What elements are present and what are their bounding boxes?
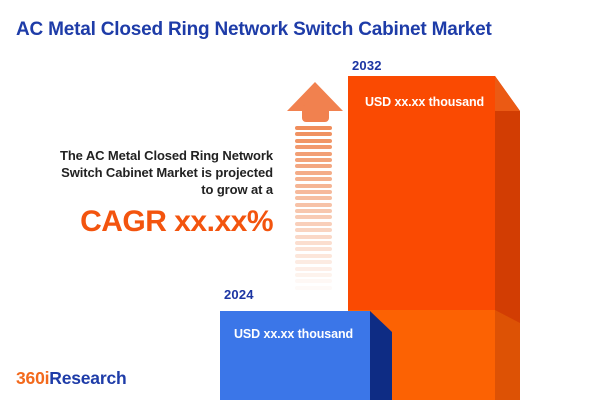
- growth-arrow-icon: [287, 82, 343, 294]
- arrow-stripe: [295, 266, 332, 271]
- arrow-stripe: [295, 221, 332, 226]
- arrow-stripe: [295, 132, 332, 137]
- cagr-value: CAGR xx.xx%: [80, 205, 273, 238]
- arrow-stripe: [295, 202, 332, 207]
- arrow-stripe: [295, 247, 332, 252]
- bar-2024-front-face: [220, 311, 370, 400]
- arrow-stripe: [295, 241, 332, 246]
- arrow-stripe: [295, 279, 332, 284]
- brand-logo-suffix: Research: [49, 368, 127, 388]
- brand-logo: 360iResearch: [16, 368, 127, 389]
- arrow-stripe: [295, 285, 332, 290]
- arrow-stripe: [295, 170, 332, 175]
- bar-2032-corner-bevel: [495, 76, 520, 111]
- bar-2024-value-label: USD xx.xx thousand: [234, 327, 354, 341]
- arrow-stripe: [295, 183, 332, 188]
- bar-2032-side-face-lower-segment: [495, 310, 520, 400]
- arrow-stripe: [295, 196, 332, 201]
- arrow-neck: [302, 105, 329, 122]
- arrow-stripe: [295, 151, 332, 156]
- brand-logo-prefix: 360i: [16, 368, 50, 388]
- arrow-stripe: [295, 138, 332, 143]
- projection-line-1: The AC Metal Closed Ring Network: [59, 148, 273, 163]
- arrow-stripe: [295, 253, 332, 258]
- bar-2024: USD xx.xx thousand: [220, 311, 392, 400]
- arrow-stripe: [295, 189, 332, 194]
- bar-2024-side-face: [370, 311, 392, 400]
- arrow-stripe: [295, 164, 332, 169]
- projection-line-3: to grow at a: [201, 182, 273, 197]
- bar-2032-year-label: 2032: [352, 58, 382, 73]
- projection-line-2: Switch Cabinet Market is projected: [61, 165, 273, 180]
- arrow-stripe: [295, 260, 332, 265]
- arrow-stripe: [295, 157, 332, 162]
- arrow-stripe: [295, 126, 332, 130]
- arrow-stripes: [295, 126, 332, 292]
- arrow-stripe: [295, 272, 332, 277]
- arrow-stripe: [295, 177, 332, 182]
- bar-2024-year-label: 2024: [224, 287, 254, 302]
- arrow-stripe: [295, 228, 332, 233]
- arrow-stripe: [295, 215, 332, 220]
- bar-2032-value-label: USD xx.xx thousand: [365, 95, 485, 109]
- arrow-stripe: [295, 145, 332, 150]
- arrow-stripe: [295, 209, 332, 214]
- projection-text-block: The AC Metal Closed Ring Network Switch …: [0, 147, 274, 239]
- arrow-stripe: [295, 234, 332, 239]
- page-title: AC Metal Closed Ring Network Switch Cabi…: [16, 19, 492, 40]
